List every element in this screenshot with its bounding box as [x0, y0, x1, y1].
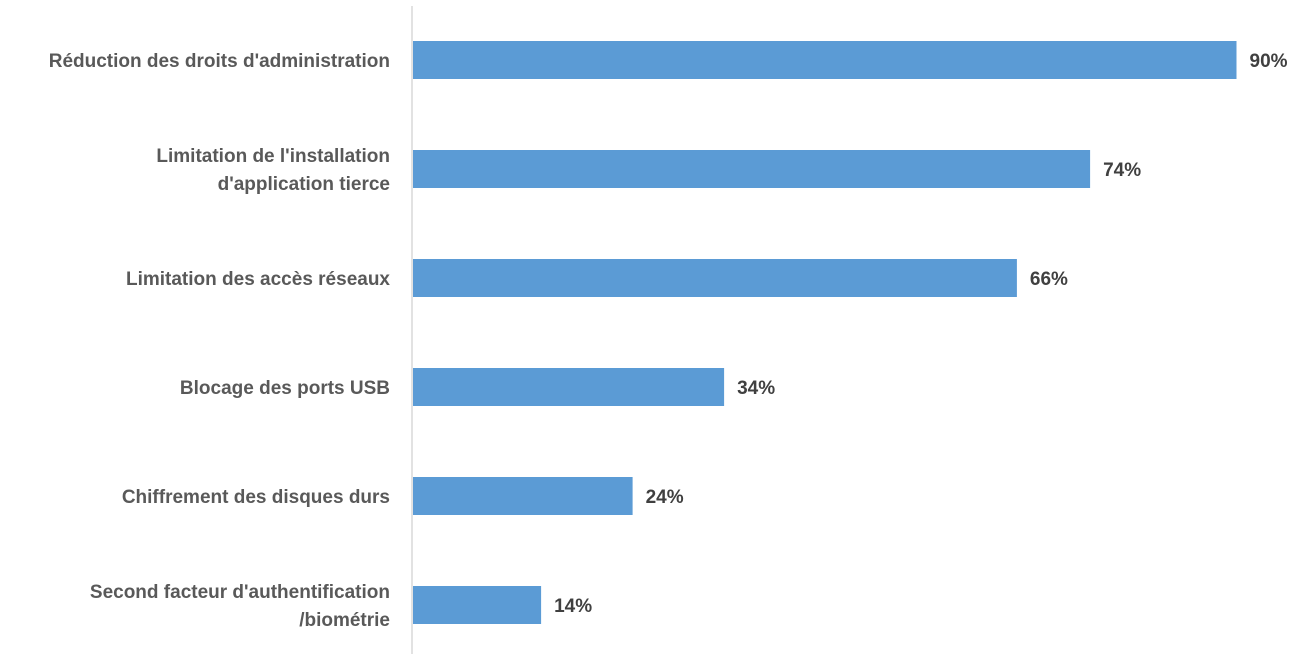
- value-label-6: 14%: [554, 596, 592, 617]
- value-label-4: 34%: [737, 378, 775, 399]
- labels-layer: 90% Réduction des droits d'administration…: [49, 51, 1288, 631]
- bar-3: [413, 259, 1017, 297]
- category-label-line: Réduction des droits d'administration: [49, 51, 390, 72]
- bar-1: [413, 41, 1237, 79]
- category-label-line: Limitation de l'installation: [156, 146, 390, 167]
- category-label-3: Limitation des accès réseaux: [126, 269, 390, 290]
- value-label-5: 24%: [646, 487, 684, 508]
- value-label-1: 90%: [1250, 51, 1288, 72]
- bar-2: [413, 150, 1091, 188]
- bar-6: [413, 586, 542, 624]
- bars-layer: [413, 41, 1237, 624]
- category-label-1: Réduction des droits d'administration: [49, 51, 390, 72]
- category-label-line: Limitation des accès réseaux: [126, 269, 390, 290]
- category-label-line: Chiffrement des disques durs: [122, 487, 390, 508]
- category-label-2: Limitation de l'installation d'applicatio…: [156, 146, 390, 195]
- bar-4: [413, 368, 725, 406]
- value-label-2: 74%: [1103, 160, 1141, 181]
- category-label-line: d'application tierce: [218, 174, 390, 195]
- category-label-line: /biométrie: [299, 610, 390, 631]
- category-label-5: Chiffrement des disques durs: [122, 487, 390, 508]
- category-label-6: Second facteur d'authentification/biomét…: [90, 582, 390, 631]
- value-label-3: 66%: [1030, 269, 1068, 290]
- category-label-line: Blocage des ports USB: [180, 378, 390, 399]
- category-label-line: Second facteur d'authentification: [90, 582, 390, 603]
- category-label-4: Blocage des ports USB: [180, 378, 390, 399]
- bar-5: [413, 477, 633, 515]
